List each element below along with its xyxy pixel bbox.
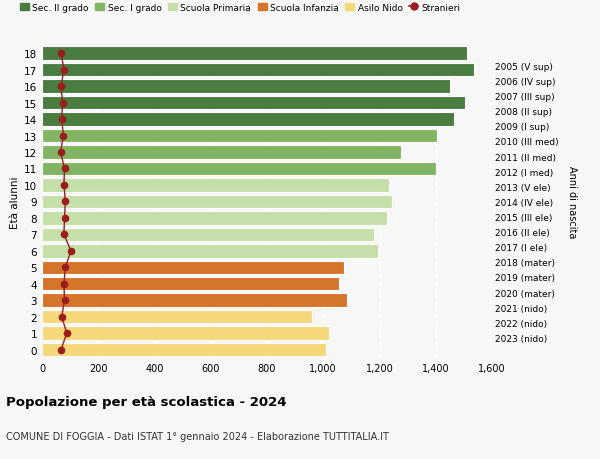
Bar — [42, 64, 474, 77]
Text: COMUNE DI FOGGIA - Dati ISTAT 1° gennaio 2024 - Elaborazione TUTTITALIA.IT: COMUNE DI FOGGIA - Dati ISTAT 1° gennaio… — [6, 431, 389, 442]
Bar — [42, 129, 437, 143]
Bar — [42, 277, 339, 291]
Bar — [42, 195, 392, 209]
Bar — [42, 327, 329, 340]
Bar — [42, 162, 436, 176]
Bar — [42, 212, 386, 225]
Text: Popolazione per età scolastica - 2024: Popolazione per età scolastica - 2024 — [6, 395, 287, 408]
Bar — [42, 80, 450, 94]
Bar — [42, 310, 312, 324]
Bar — [42, 343, 326, 357]
Y-axis label: Età alunni: Età alunni — [10, 176, 20, 228]
Bar — [42, 146, 401, 159]
Bar — [42, 261, 344, 274]
Bar — [42, 97, 465, 110]
Bar — [42, 228, 374, 241]
Bar — [42, 245, 378, 258]
Bar — [42, 179, 389, 192]
Y-axis label: Anni di nascita: Anni di nascita — [567, 166, 577, 238]
Legend: Sec. II grado, Sec. I grado, Scuola Primaria, Scuola Infanzia, Asilo Nido, Stran: Sec. II grado, Sec. I grado, Scuola Prim… — [20, 4, 461, 12]
Bar — [42, 47, 467, 61]
Bar — [42, 294, 347, 307]
Bar — [42, 113, 454, 127]
